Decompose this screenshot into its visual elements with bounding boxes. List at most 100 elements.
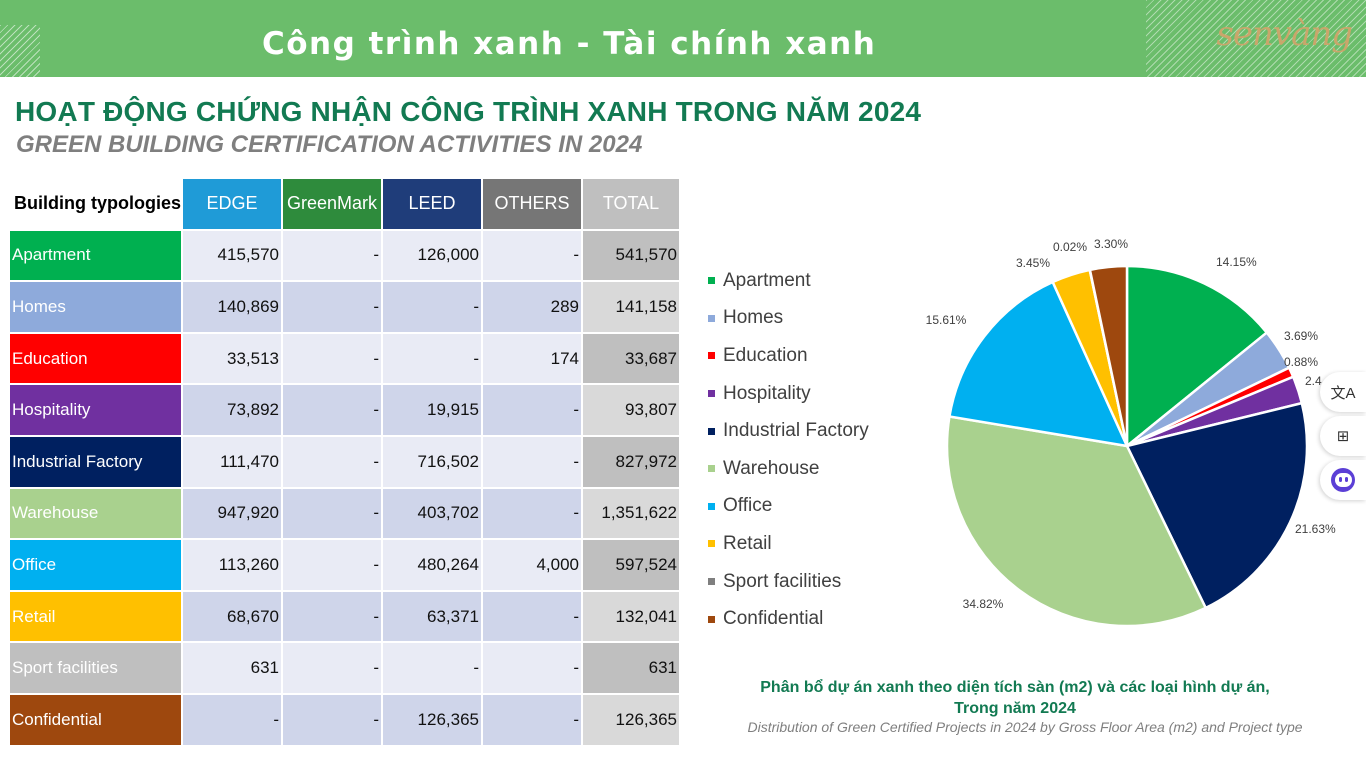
widget-glyph: ⊞ — [1336, 428, 1350, 445]
data-label: 0.88% — [1284, 355, 1318, 369]
cell-total: 93,807 — [583, 385, 681, 437]
row-label: Hospitality — [10, 385, 183, 437]
table-row: Hospitality 73,892-19,915-93,807 — [10, 385, 681, 437]
cell-greenmark: - — [283, 540, 383, 592]
robot-eyes — [1334, 473, 1352, 487]
caption-english: Distribution of Green Certified Projects… — [747, 719, 1303, 735]
cell-leed: 480,264 — [383, 540, 483, 592]
column-header-total: TOTAL — [583, 179, 681, 231]
row-label: Warehouse — [10, 488, 183, 541]
legend-item: Office — [708, 488, 869, 526]
apps-icon[interactable]: ⊞ — [1320, 416, 1366, 456]
cell-greenmark: - — [283, 643, 383, 695]
table-row: Homes 140,869- -289 141,158 — [10, 282, 681, 334]
cell-others: - — [483, 230, 583, 283]
legend-label: Apartment — [723, 269, 811, 291]
legend-item: Homes — [708, 300, 869, 338]
pie-legend: Apartment Homes Education Hospitality Indust… — [708, 262, 869, 638]
legend-label: Confidential — [723, 608, 824, 630]
data-label: 2.4 — [1305, 374, 1322, 388]
legend-item: Sport facilities — [708, 563, 869, 601]
cell-others: 174 — [483, 333, 583, 386]
row-label: Homes — [10, 282, 183, 334]
cell-edge: 140,869 — [183, 282, 283, 334]
cell-leed: 63,371 — [383, 591, 483, 644]
legend-label: Retail — [723, 532, 772, 554]
cell-total: 132,041 — [583, 591, 681, 644]
data-label: 14.15% — [1216, 255, 1257, 269]
table-row: Apartment 415,570-126,000-541,570 — [10, 230, 681, 283]
banner-hatch-right — [1146, 0, 1366, 77]
legend-item: Industrial Factory — [708, 412, 869, 450]
widget-glyph: 文A — [1330, 384, 1356, 402]
cell-total: 126,365 — [583, 694, 681, 747]
column-header-others: OTHERS — [483, 179, 583, 231]
senvang-logo: senvàng — [1216, 14, 1353, 54]
cell-greenmark: - — [283, 282, 383, 334]
translate-icon[interactable]: 文A — [1320, 372, 1366, 412]
banner: Công trình xanh - Tài chính xanh senvàng — [0, 0, 1366, 77]
row-label: Industrial Factory — [10, 436, 183, 489]
data-label: 0.02% — [1053, 240, 1087, 254]
legend-swatch — [708, 277, 715, 285]
data-label: 34.82% — [963, 597, 1004, 611]
cell-leed: - — [383, 333, 483, 386]
cell-greenmark: - — [283, 230, 383, 283]
table-row: Sport facilities 631- - -631 — [10, 643, 681, 695]
pie-slice-office — [947, 280, 1130, 448]
banner-hatch-left — [0, 25, 40, 77]
cell-total: 597,524 — [583, 540, 681, 592]
cell-others: - — [483, 436, 583, 489]
floating-widgets: 文A ⊞ — [1320, 372, 1366, 504]
table-row: Retail 68,670-63,371-132,041 — [10, 591, 681, 644]
cell-edge: 113,260 — [183, 540, 283, 592]
table-row: Education 33,513- -174 33,687 — [10, 333, 681, 386]
legend-swatch — [708, 578, 715, 586]
cell-total: 631 — [583, 643, 681, 695]
data-label: 15.61% — [926, 313, 967, 327]
data-label: 3.30% — [1094, 237, 1128, 251]
cell-total: 33,687 — [583, 333, 681, 386]
cell-edge: 415,570 — [183, 230, 283, 283]
pie-chart: 14.15% 3.69% 0.88% 2.4 21.63% 34.82% 15.61% 3.4… — [926, 237, 1336, 628]
cell-others: 4,000 — [483, 540, 583, 592]
cell-total: 541,570 — [583, 230, 681, 283]
cell-greenmark: - — [283, 488, 383, 541]
column-header-greenmark: GreenMark — [283, 179, 383, 231]
assistant-robot-icon[interactable] — [1320, 460, 1366, 500]
legend-swatch — [708, 427, 715, 435]
cell-total: 1,351,622 — [583, 488, 681, 541]
caption-vi-line1: Phân bổ dự án xanh theo diện tích sàn (m… — [760, 679, 1270, 696]
cell-edge: 947,920 — [183, 488, 283, 541]
row-label: Sport facilities — [10, 643, 183, 695]
cell-leed: 716,502 — [383, 436, 483, 489]
legend-swatch — [708, 465, 715, 473]
legend-swatch — [708, 314, 715, 322]
robot-face — [1331, 468, 1355, 492]
cell-leed: 126,000 — [383, 230, 483, 283]
cell-edge: 631 — [183, 643, 283, 695]
column-header-edge: EDGE — [183, 179, 283, 231]
cell-greenmark: - — [283, 333, 383, 386]
legend-label: Warehouse — [723, 457, 820, 479]
cell-others: - — [483, 591, 583, 644]
pie-slice-industrial-factory — [1125, 401, 1309, 610]
pie-slice-apartment — [1125, 264, 1269, 449]
cell-edge: 33,513 — [183, 333, 283, 386]
legend-swatch — [708, 502, 715, 510]
row-label: Apartment — [10, 230, 183, 283]
caption-vi-line2: Trong năm 2024 — [954, 700, 1076, 717]
column-header-leed: LEED — [383, 179, 483, 231]
legend-label: Education — [723, 344, 808, 366]
legend-swatch — [708, 352, 715, 360]
cell-others: - — [483, 694, 583, 747]
legend-label: Hospitality — [723, 382, 811, 404]
cell-others: 289 — [483, 282, 583, 334]
table-row: Industrial Factory 111,470-716,502-827,97… — [10, 436, 681, 489]
banner-title: Công trình xanh - Tài chính xanh — [262, 26, 877, 62]
legend-item: Education — [708, 337, 869, 375]
table-header-row: Building typologies EDGE GreenMark LEED OTHE… — [10, 179, 681, 231]
cell-others: - — [483, 385, 583, 437]
cell-greenmark: - — [283, 591, 383, 644]
legend-item: Retail — [708, 525, 869, 563]
